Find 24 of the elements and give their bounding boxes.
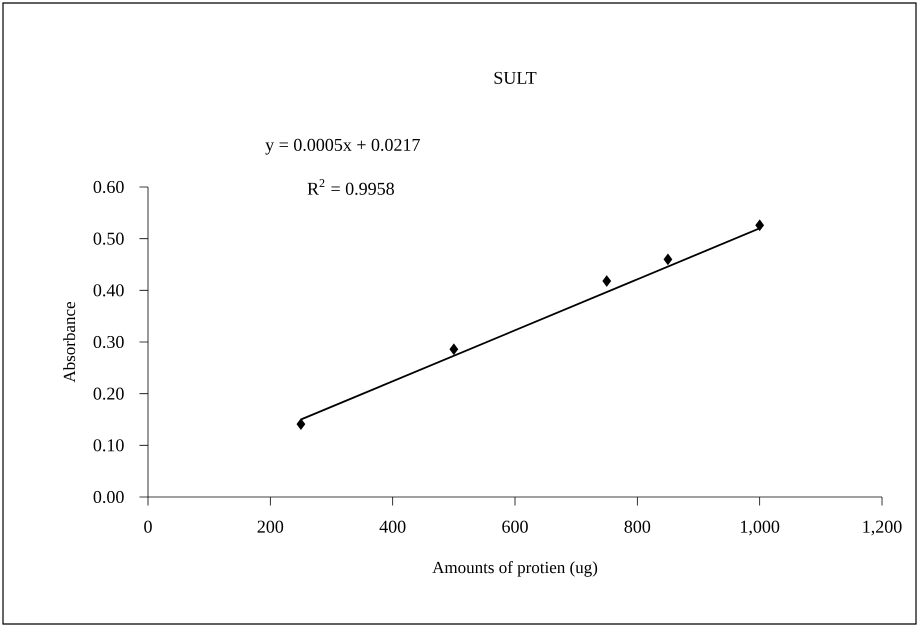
y-tick-label: 0.40 (94, 284, 124, 296)
point (450, 344, 458, 355)
x-tick-label: 600 (502, 520, 528, 533)
point (664, 254, 672, 265)
point (602, 275, 612, 287)
y-tick-label: 0.50 (94, 232, 124, 245)
text: y = 0.0005x + 0.0217 (265, 138, 420, 155)
chart-title: SULT (494, 72, 536, 84)
y-tick-label: 0.00 (94, 490, 124, 504)
x-tick-label: 0 (144, 520, 152, 533)
x-tick-label: 1,000 (740, 520, 780, 536)
annotation: R$^{2}$ = 0.9958 (308, 179, 394, 195)
y-tick-label: 0.20 (94, 388, 124, 400)
x-tick-label: 400 (380, 520, 406, 533)
y-tick-label: 0.10 (94, 439, 124, 452)
y-tick-label: 0.30 (94, 336, 124, 348)
point (755, 220, 764, 231)
x-tick-label: 800 (624, 520, 650, 533)
y-tick-label: 0.60 (94, 180, 124, 194)
x-tick-label: 200 (258, 520, 284, 533)
x-axis-title: Amounts of protien (ug) (432, 561, 598, 577)
point (296, 418, 306, 430)
y-axis-title: Absorbance (63, 302, 76, 382)
x-tick-label: 1,200 (863, 520, 902, 536)
